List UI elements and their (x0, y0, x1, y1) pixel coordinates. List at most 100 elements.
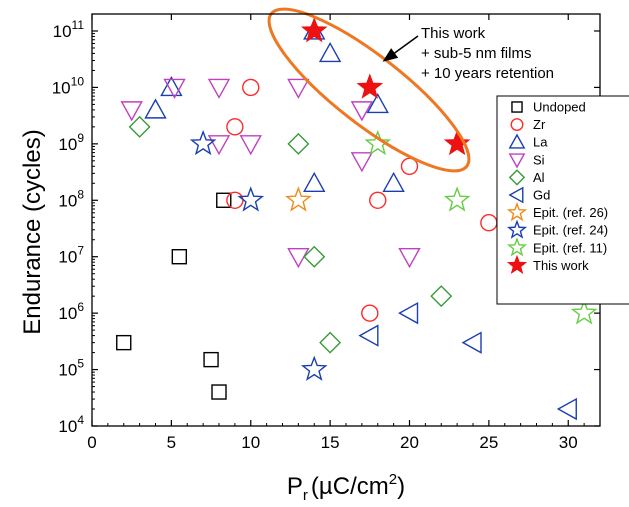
point-undoped (171, 249, 188, 265)
series-al (128, 115, 453, 354)
y-tick-label: 105 (58, 357, 84, 380)
point-si (287, 78, 310, 99)
legend-label-si: Si (533, 152, 545, 167)
point-zr (361, 304, 379, 322)
point-gd (398, 301, 419, 325)
x-axis-title-sub: r (303, 487, 308, 504)
annotation-line-3: + 10 years retention (421, 65, 554, 82)
legend-marker-al (508, 169, 526, 186)
series-gd (358, 301, 577, 421)
point-si (120, 101, 143, 122)
x-tick-label: 10 (241, 433, 260, 452)
point-zr (242, 78, 260, 97)
point-si (239, 135, 262, 156)
x-axis-title-close: ) (397, 473, 405, 500)
legend-label-epit-ref-26: Epit. (ref. 26) (533, 205, 608, 220)
point-la (303, 171, 326, 192)
point-undoped (116, 334, 132, 351)
point-zr (369, 191, 387, 209)
series-undoped (116, 192, 232, 400)
legend-marker-epit-ref-11 (506, 237, 528, 257)
x-tick-label: 30 (559, 433, 578, 452)
point-si (350, 101, 374, 122)
point-la (160, 75, 183, 97)
legend-label-epit-ref-24: Epit. (ref. 24) (533, 223, 608, 238)
series-epit-ref-11 (364, 129, 598, 325)
point-si (287, 248, 310, 269)
legend-label-undoped: Undoped (533, 100, 586, 115)
point-epit-ref-26 (285, 186, 312, 212)
point-zr (226, 118, 244, 136)
point-zr (226, 191, 244, 209)
axis-ticks: 0 5 10 15 20 25 30 104 105 106 107 108 109 1010 1011 (52, 13, 600, 452)
point-al (287, 132, 310, 155)
point-al (430, 285, 453, 308)
legend-label-this-work: This work (533, 258, 589, 273)
legend-label-al: Al (533, 170, 545, 185)
point-this-work (300, 16, 328, 43)
y-tick-label: 1011 (53, 18, 85, 41)
legend-marker-si (508, 153, 526, 169)
point-la (144, 98, 167, 119)
x-axis-title-sup: 2 (389, 471, 397, 488)
point-la (318, 42, 342, 63)
x-axis-title: Pr (µC/cm2) (287, 471, 405, 504)
point-al (319, 331, 342, 354)
y-tick-label: 108 (58, 187, 84, 210)
point-la (382, 171, 405, 192)
legend-label-gd: Gd (533, 188, 550, 203)
legend-label-epit-ref-11: Epit. (ref. 11) (533, 240, 607, 255)
legend-marker-epit-ref-24 (506, 219, 528, 239)
y-axis-title: Endurance (cycles) (19, 129, 46, 334)
x-tick-label: 25 (479, 433, 498, 452)
series-epit-ref-24 (189, 129, 328, 381)
point-al (303, 245, 326, 268)
point-epit-ref-11 (570, 299, 598, 325)
point-epit-ref-11 (443, 186, 471, 212)
series-epit-ref-26 (285, 186, 312, 212)
point-undoped (211, 384, 227, 400)
data-marks (116, 16, 598, 421)
legend-label-zr: Zr (533, 117, 546, 132)
point-gd (358, 324, 379, 347)
annotation-line-1: This work (421, 25, 486, 42)
point-al (128, 115, 151, 138)
legend-marker-gd (508, 186, 524, 204)
point-epit-ref-24 (300, 355, 328, 381)
x-tick-label: 0 (87, 433, 96, 452)
annotation-line-2: + sub-5 nm films (421, 45, 531, 62)
point-epit-ref-24 (237, 186, 265, 212)
point-si (207, 135, 231, 156)
x-tick-label: 15 (321, 433, 340, 452)
legend-label-la: La (533, 135, 548, 150)
legend-marker-zr (510, 118, 524, 132)
point-si (207, 78, 231, 99)
series-zr (226, 78, 498, 322)
legend-marker-la (508, 133, 526, 149)
series-si (120, 78, 421, 269)
legend-marker-this-work (506, 254, 528, 275)
x-axis-title-main: P (287, 473, 303, 500)
point-zr (480, 214, 498, 232)
x-tick-label: 20 (400, 433, 419, 452)
point-gd (556, 397, 577, 421)
point-this-work (356, 73, 384, 99)
legend-marker-undoped (511, 101, 523, 113)
point-si (398, 248, 421, 269)
y-tick-label: 106 (58, 300, 84, 323)
x-axis-title-unit: (µC/cm (311, 473, 389, 500)
annotation-arrow (382, 35, 419, 62)
point-si (350, 152, 374, 173)
point-undoped (203, 351, 219, 368)
point-zr (400, 157, 419, 176)
y-tick-label: 107 (58, 244, 84, 267)
point-la (366, 92, 389, 114)
point-undoped (216, 192, 232, 208)
point-epit-ref-24 (189, 129, 217, 156)
point-epit-ref-11 (364, 129, 392, 156)
point-this-work (443, 129, 471, 156)
legend: Undoped Zr La Si Al Gd Epit. (ref. 26) Epit. (r… (496, 95, 629, 305)
point-si (163, 78, 186, 99)
x-tick-label: 5 (167, 433, 176, 452)
